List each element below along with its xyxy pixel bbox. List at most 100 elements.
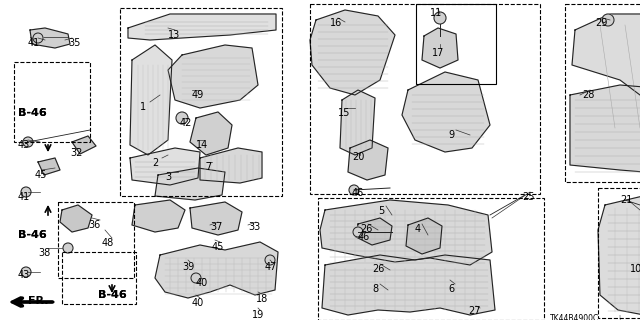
Text: 20: 20 [352,152,364,162]
Text: 13: 13 [168,30,180,40]
Polygon shape [168,45,258,108]
Circle shape [21,187,31,197]
Text: B-46: B-46 [18,230,47,240]
Polygon shape [155,242,278,298]
Bar [58,202,134,278]
Text: B-46: B-46 [98,290,127,300]
Bar [14,62,90,142]
Text: 17: 17 [432,48,444,58]
Text: 11: 11 [430,8,442,18]
Polygon shape [130,45,172,155]
Text: B-46: B-46 [98,290,127,300]
Text: 4: 4 [415,224,421,234]
Text: 42: 42 [180,118,193,128]
Text: 49: 49 [192,90,204,100]
Text: 16: 16 [330,18,342,28]
Circle shape [23,137,33,147]
Text: 26: 26 [360,224,372,234]
Text: 36: 36 [88,220,100,230]
Polygon shape [310,10,395,95]
Text: B-46: B-46 [18,108,47,118]
Bar [120,8,282,196]
Polygon shape [320,200,492,265]
Text: 45: 45 [212,242,225,252]
Text: 39: 39 [182,262,195,272]
Text: 46: 46 [352,188,364,198]
Circle shape [176,112,188,124]
Text: 47: 47 [265,262,277,272]
Text: 25: 25 [522,192,534,202]
Polygon shape [406,218,442,254]
Bar [565,4,640,182]
Text: 9: 9 [448,130,454,140]
Text: 41: 41 [28,38,40,48]
Polygon shape [130,148,200,185]
Polygon shape [132,200,185,232]
Text: 27: 27 [468,306,481,316]
Polygon shape [322,255,495,315]
Text: 45: 45 [35,170,47,180]
Polygon shape [598,192,640,318]
Bar [310,4,540,194]
Circle shape [602,14,614,26]
Circle shape [349,185,359,195]
Circle shape [21,267,31,277]
Circle shape [265,255,275,265]
Bar [318,198,544,320]
Text: TK44B4900C: TK44B4900C [550,314,599,320]
Polygon shape [356,218,392,245]
Text: 19: 19 [252,310,264,320]
Bar [598,188,640,318]
Circle shape [191,273,201,283]
Text: 6: 6 [448,284,454,294]
Text: 2: 2 [152,158,158,168]
Text: 28: 28 [582,90,595,100]
Polygon shape [422,28,458,68]
Circle shape [63,243,73,253]
Text: 1: 1 [140,102,146,112]
Text: 41: 41 [18,192,30,202]
Text: 43: 43 [18,140,30,150]
Text: 15: 15 [338,108,350,118]
Polygon shape [200,148,262,183]
Circle shape [353,227,363,237]
Text: FR.: FR. [28,296,49,306]
Polygon shape [570,85,640,182]
Text: 38: 38 [38,248,51,258]
Bar [416,4,496,84]
Text: 18: 18 [256,294,268,304]
Text: 46: 46 [358,232,371,242]
Text: 35: 35 [68,38,81,48]
Bar [62,252,136,304]
Polygon shape [402,72,490,152]
Text: 7: 7 [205,162,211,172]
Polygon shape [190,202,242,235]
Circle shape [33,33,43,43]
Polygon shape [30,28,70,48]
Text: 14: 14 [196,140,208,150]
Polygon shape [72,136,96,154]
Text: 40: 40 [196,278,208,288]
Text: 33: 33 [248,222,260,232]
Text: B-46: B-46 [18,108,47,118]
Text: 37: 37 [210,222,222,232]
Text: 43: 43 [18,270,30,280]
Circle shape [434,12,446,24]
Text: 40: 40 [192,298,204,308]
Polygon shape [340,90,375,155]
Polygon shape [128,14,276,40]
Text: 29: 29 [595,18,607,28]
Polygon shape [60,205,92,232]
Text: 21: 21 [620,195,632,205]
Polygon shape [190,112,232,155]
Polygon shape [348,140,388,180]
Polygon shape [155,168,225,200]
Text: B-46: B-46 [18,230,47,240]
Text: 10: 10 [630,264,640,274]
Polygon shape [572,14,640,135]
Text: 5: 5 [378,206,384,216]
Text: 48: 48 [102,238,115,248]
Text: 3: 3 [165,172,171,182]
Text: 26: 26 [372,264,385,274]
Polygon shape [38,158,60,175]
